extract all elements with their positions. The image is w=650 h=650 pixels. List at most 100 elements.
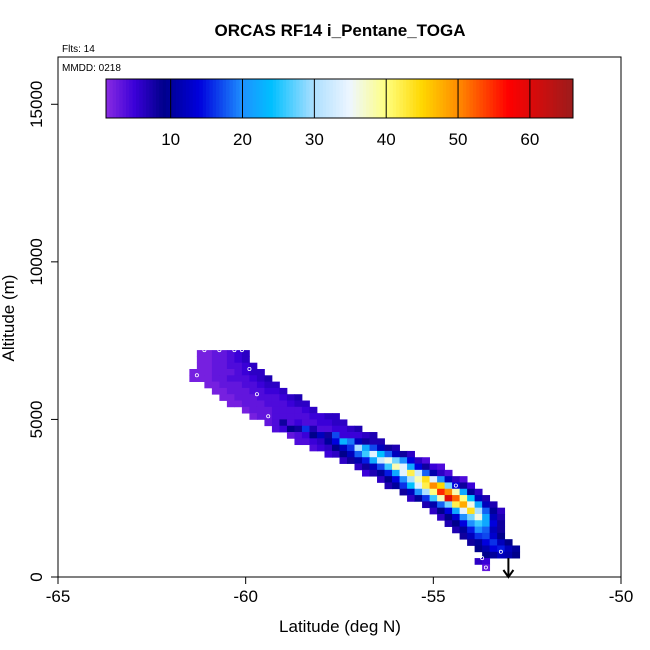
heatmap-cell (339, 425, 348, 433)
colorbar-swatch (322, 79, 327, 118)
sample-marker (483, 565, 488, 570)
colorbar-swatch (106, 79, 110, 118)
heatmap-cell (264, 413, 273, 420)
heatmap-cell (459, 532, 468, 540)
y-axis: 0 5000 10000 15000 (27, 81, 58, 582)
heatmap-cell (482, 551, 491, 559)
colorbar-swatch (496, 79, 501, 118)
heatmap-cell (234, 394, 243, 401)
heatmap-cell (369, 438, 378, 446)
heatmap-cell (279, 425, 288, 433)
heatmap-cell (354, 425, 363, 433)
heatmap-cell (437, 507, 445, 515)
colorbar-swatch (552, 79, 557, 118)
colorbar-swatch (179, 79, 184, 118)
heatmap-cell (414, 463, 423, 471)
heatmap-cell (474, 520, 483, 527)
heatmap-cell (316, 413, 325, 420)
colorbar-swatch (389, 79, 394, 118)
heatmap-cell (459, 495, 468, 502)
heatmap-cell (377, 476, 385, 483)
flights-annotation: Flts: 14 (62, 44, 95, 55)
heatmap-cell (301, 425, 310, 433)
heatmap-cell (354, 432, 363, 439)
sample-marker (480, 556, 485, 561)
heatmap-cell (219, 375, 228, 382)
heatmap-cell (452, 476, 461, 483)
heatmap-cell (226, 381, 235, 389)
heatmap-cell (301, 406, 310, 414)
heatmap-cell (474, 545, 483, 553)
heatmap-cell (347, 444, 355, 452)
heatmap-cell (241, 350, 250, 357)
heatmap-cell (256, 400, 265, 408)
y-axis-label: Altitude (m) (0, 275, 18, 362)
colorbar-tick-label: 20 (233, 130, 252, 149)
heatmap-cell (429, 507, 438, 515)
colorbar-swatch (349, 79, 354, 118)
heatmap-cell (399, 482, 408, 490)
heatmap-cell (286, 425, 295, 433)
heatmap-cell (504, 539, 513, 546)
sample-marker (266, 414, 271, 419)
heatmap-cell (249, 400, 258, 408)
heatmap-cell (324, 413, 333, 420)
heatmap-cell (219, 394, 228, 401)
colorbar-swatch (229, 79, 234, 118)
heatmap-cell (211, 350, 220, 357)
colorbar-swatch (562, 79, 567, 118)
heatmap-cell (437, 463, 445, 471)
heatmap-cell (512, 545, 521, 553)
heatmap-cell (249, 394, 258, 401)
heatmap-cell (474, 507, 483, 515)
colorbar-swatch (532, 79, 537, 118)
heatmap-cell (249, 406, 258, 414)
heatmap-cell (459, 507, 468, 515)
heatmap-cell (362, 469, 370, 477)
heatmap-cell (279, 400, 288, 408)
heatmap-cell (414, 469, 423, 477)
colorbar-swatch (556, 79, 561, 118)
heatmap-cell (211, 362, 220, 370)
heatmap-cell (234, 375, 243, 382)
heatmap-cell (459, 520, 468, 527)
colorbar-swatch (352, 79, 357, 118)
heatmap-cell (339, 419, 348, 427)
colorbar-swatch (486, 79, 491, 118)
colorbar-swatch (516, 79, 521, 118)
colorbar-swatch (142, 79, 147, 118)
heatmap-cell (226, 387, 235, 395)
heatmap-cell (339, 450, 348, 458)
heatmap-cell (226, 369, 235, 376)
colorbar-swatch (119, 79, 124, 118)
sample-marker (453, 483, 458, 488)
heatmap-cell (234, 350, 243, 357)
colorbar-swatch (209, 79, 214, 118)
colorbar-swatch (169, 79, 174, 118)
heatmap-cell (219, 387, 228, 395)
heatmap-cell (407, 463, 415, 471)
heatmap-cell (241, 362, 250, 370)
heatmap-cell (271, 419, 280, 427)
heatmap-cell (422, 501, 430, 509)
colorbar-swatch (246, 79, 250, 118)
heatmap-cell (256, 413, 265, 420)
heatmap-cell (444, 469, 453, 477)
colorbar-swatch (526, 79, 531, 118)
heatmap-cell (377, 444, 385, 452)
colorbar-swatch (446, 79, 451, 118)
heatmap-cell (444, 476, 453, 483)
heatmap-cell (512, 551, 521, 559)
heatmap-cell (331, 432, 340, 439)
heatmap-cell (422, 457, 430, 464)
heatmap-cell (437, 469, 445, 477)
heatmap-cell (309, 444, 318, 452)
heatmap-cell (271, 387, 280, 395)
heatmap-cell (377, 438, 385, 446)
heatmap-cell (437, 488, 445, 496)
heatmap-cell (429, 495, 438, 502)
heatmap-cell (444, 501, 453, 509)
colorbar-swatch (149, 79, 154, 118)
sample-marker (232, 348, 237, 353)
heatmap-cell (459, 488, 468, 496)
